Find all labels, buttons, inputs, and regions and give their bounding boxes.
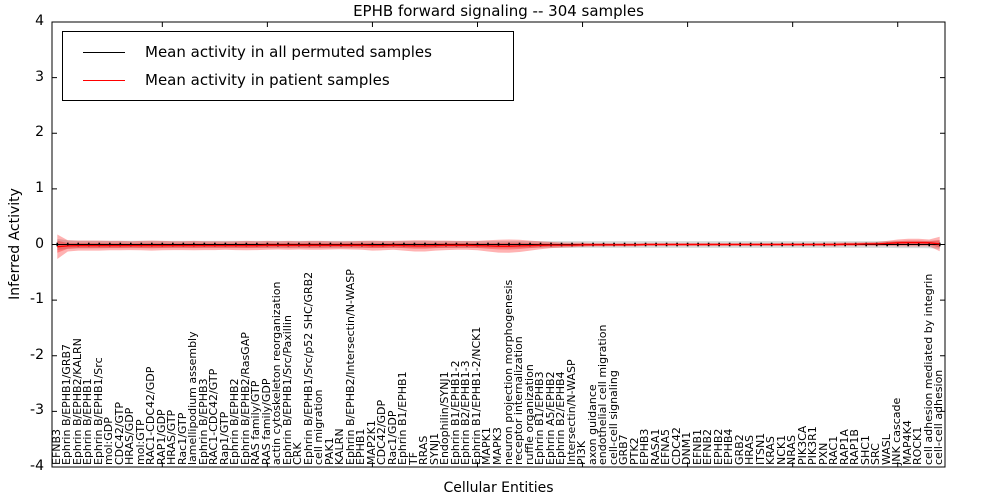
permuted-marker	[98, 242, 101, 247]
y-tick-label: -2	[30, 346, 44, 363]
x-axis-label: Cellular Entities	[443, 480, 554, 496]
permuted-marker	[508, 242, 510, 247]
permuted-marker	[235, 242, 237, 247]
permuted-marker	[487, 242, 489, 247]
permuted-marker	[266, 242, 269, 247]
permuted-marker	[403, 242, 405, 247]
y-tick-label: -3	[30, 402, 44, 419]
permuted-marker	[119, 242, 122, 247]
permuted-marker	[161, 242, 164, 247]
legend-line-permuted	[83, 51, 125, 53]
permuted-marker	[287, 242, 290, 247]
permuted-marker	[529, 242, 531, 247]
legend-item-permuted: Mean activity in all permuted samples	[83, 38, 513, 66]
permuted-marker	[87, 242, 90, 247]
permuted-marker	[371, 242, 374, 247]
legend-label-permuted: Mean activity in all permuted samples	[145, 43, 432, 61]
permuted-marker	[203, 242, 206, 247]
permuted-marker	[256, 242, 258, 247]
legend: Mean activity in all permuted samples Me…	[62, 31, 514, 101]
permuted-marker	[917, 242, 920, 247]
permuted-marker	[896, 242, 899, 247]
chart-title: EPHB forward signaling -- 304 samples	[353, 2, 644, 20]
permuted-marker	[424, 242, 426, 247]
permuted-marker	[350, 242, 353, 247]
permuted-marker	[466, 242, 468, 247]
permuted-marker	[382, 242, 384, 247]
y-tick-label: 4	[35, 13, 44, 29]
permuted-marker	[413, 242, 416, 247]
permuted-marker	[77, 242, 80, 247]
permuted-marker	[886, 242, 889, 247]
permuted-marker	[182, 242, 185, 247]
permuted-marker	[434, 242, 437, 247]
permuted-marker	[455, 242, 458, 247]
permuted-marker	[66, 242, 69, 247]
permuted-marker	[193, 242, 195, 247]
permuted-marker	[151, 242, 153, 247]
legend-line-patient	[83, 79, 125, 81]
permuted-marker	[518, 242, 521, 247]
y-tick-label: -4	[30, 458, 44, 474]
permuted-marker	[340, 242, 342, 247]
legend-label-patient: Mean activity in patient samples	[145, 71, 390, 89]
permuted-marker	[56, 242, 59, 247]
permuted-marker	[277, 242, 279, 247]
permuted-marker	[245, 242, 248, 247]
y-tick-label: 0	[35, 235, 44, 252]
permuted-marker	[445, 242, 447, 247]
y-tick-label: 1	[35, 179, 44, 196]
y-tick-label: -1	[30, 291, 44, 308]
permuted-marker	[907, 242, 910, 247]
legend-item-patient: Mean activity in patient samples	[83, 66, 513, 94]
permuted-marker	[392, 242, 395, 247]
permuted-marker	[108, 242, 111, 247]
x-category-label: cell-cell adhesion	[932, 369, 946, 465]
patient-mean-line	[57, 241, 940, 248]
permuted-marker	[361, 242, 363, 247]
permuted-marker	[319, 242, 321, 247]
y-tick-label: 3	[35, 68, 44, 85]
permuted-marker	[539, 242, 542, 247]
permuted-marker	[172, 242, 174, 247]
permuted-marker	[329, 242, 332, 247]
permuted-marker	[476, 242, 479, 247]
permuted-marker	[214, 242, 216, 247]
permuted-marker	[140, 242, 143, 247]
x-category-label: Ephrin B1/EPHB1	[396, 371, 410, 465]
permuted-marker	[129, 242, 132, 247]
permuted-marker	[298, 242, 300, 247]
permuted-marker	[308, 242, 311, 247]
y-tick-label: 2	[35, 124, 44, 141]
permuted-marker	[497, 242, 500, 247]
permuted-marker	[938, 242, 941, 247]
permuted-marker	[224, 242, 227, 247]
permuted-marker	[928, 242, 931, 247]
